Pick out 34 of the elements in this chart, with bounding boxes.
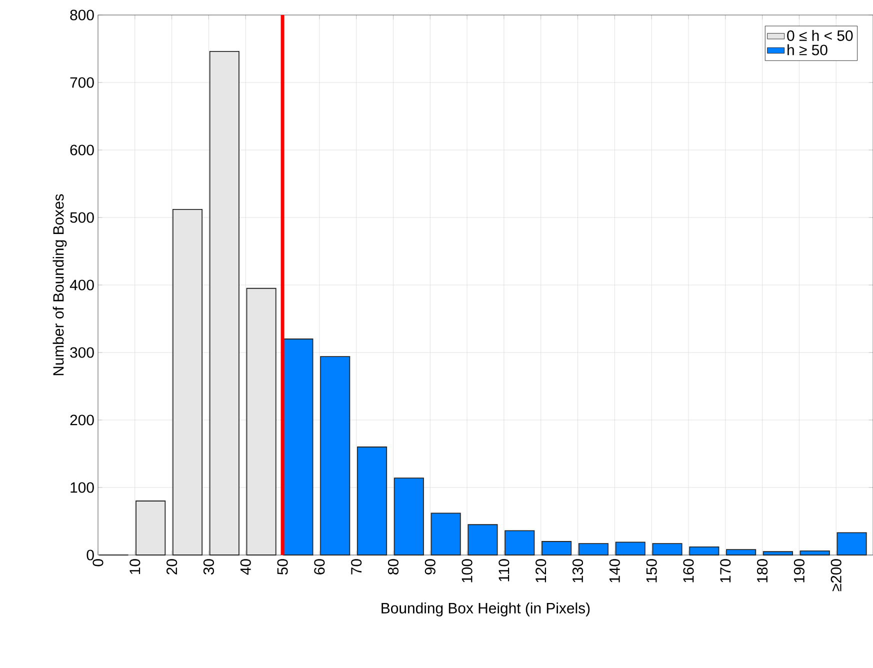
y-tick-label: 200 [70,414,94,426]
y-tick-label: 700 [70,77,94,88]
x-tick-label: 50 [277,559,288,575]
x-tick-label: 160 [683,559,694,582]
x-tick-label: 90 [424,559,436,574]
legend-label: h ≥ 50 [788,44,828,56]
x-tick-label: 100 [462,559,472,582]
x-tick-label: 180 [757,559,768,582]
y-tick-label: 500 [70,212,94,223]
x-tick-label: 40 [240,559,251,575]
x-tick-label: 120 [536,559,546,582]
x-tick-label: 140 [609,559,620,582]
y-tick-label: 100 [70,482,94,493]
y-tick-label: 600 [70,144,94,156]
y-tick-label: 0 [86,550,94,560]
x-tick-label: ≥200 [830,559,842,592]
x-axis-title: Bounding Box Height (in Pixels) [382,602,590,616]
x-tick-label: 60 [314,559,325,574]
x-tick-label: 150 [646,559,657,582]
y-axis-title: Number of Bounding Boxes [52,194,67,376]
x-tick-label: 30 [203,559,214,575]
x-tick-label: 0 [92,559,104,566]
x-tick-label: 70 [351,559,362,574]
x-tick-label: 190 [794,559,804,582]
y-tick-label: 300 [70,347,94,358]
x-tick-label: 20 [166,559,178,574]
y-tick-label: 400 [70,280,94,290]
y-tick-label: 800 [70,10,94,20]
legend-label: 0 ≤ h < 50 [787,30,853,41]
x-tick-label: 130 [572,559,584,582]
x-tick-label: 110 [498,559,510,582]
x-tick-label: 170 [720,559,731,582]
x-tick-label: 80 [388,559,399,574]
x-tick-label: 10 [130,559,140,574]
